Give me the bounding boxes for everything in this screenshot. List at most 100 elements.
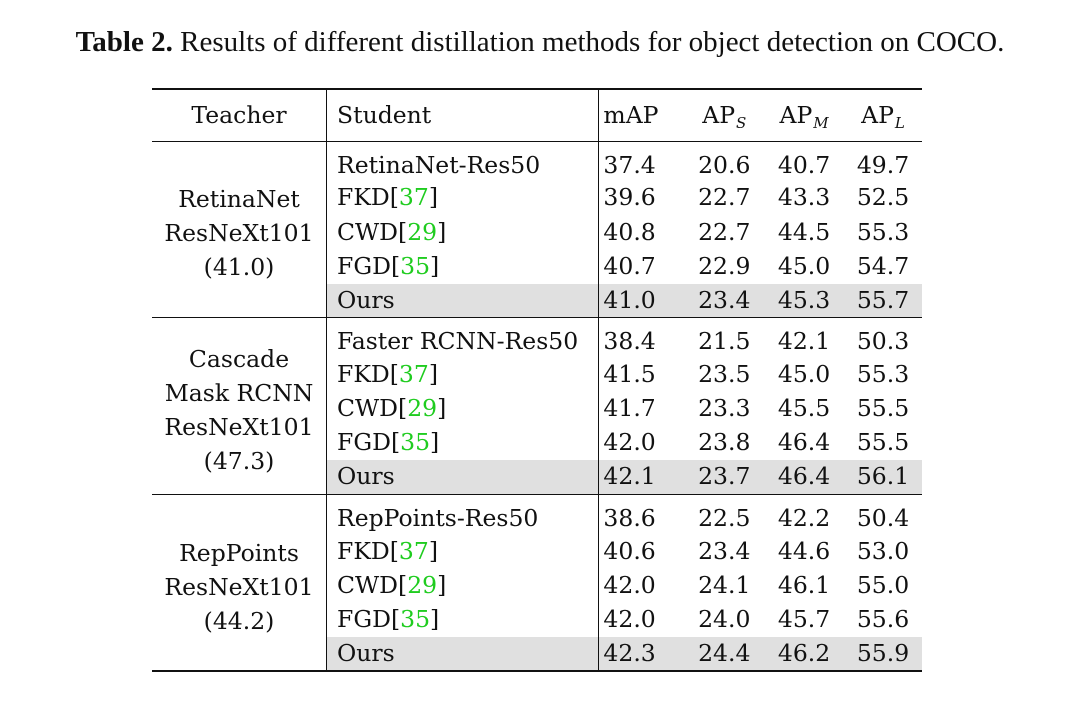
citation-bracket: ] — [430, 251, 440, 280]
table-row: FGD[35] 42.0 24.0 45.7 55.6 — [152, 602, 922, 638]
value-ap-small: 23.4 — [698, 536, 751, 565]
citation-link[interactable]: 35 — [400, 251, 431, 280]
value-ap-large: 50.3 — [856, 327, 910, 356]
value-ap-small: 22.7 — [698, 217, 751, 246]
value-ap-medium: 40.7 — [777, 150, 831, 179]
value-ap-small: 23.8 — [698, 428, 751, 457]
citation-link[interactable]: 29 — [407, 217, 438, 246]
student-name: CWD[ — [337, 217, 408, 246]
value-ap-small: 23.7 — [684, 460, 765, 495]
value-ap-medium: 45.0 — [777, 360, 831, 389]
header-map: mAP — [603, 100, 659, 129]
teacher-line: (41.0) — [203, 253, 275, 282]
value-map: 42.1 — [598, 460, 685, 495]
student-name: Ours — [337, 285, 395, 314]
table-group: Cascade Mask RCNN ResNeXt101 (47.3) Faster R… — [152, 317, 922, 495]
table-row: FGD[35] 42.0 23.8 46.4 55.5 — [152, 426, 922, 461]
value-ap-medium: 45.7 — [777, 605, 831, 634]
table-row: FGD[35] 40.7 22.9 45.0 54.7 — [152, 249, 922, 284]
value-ap-large: 55.6 — [856, 605, 910, 634]
value-ap-medium: 46.1 — [777, 571, 831, 600]
value-map: 42.0 — [603, 428, 656, 457]
student-name: FKD[ — [337, 360, 399, 389]
value-ap-small: 23.3 — [698, 394, 751, 423]
citation-link[interactable]: 35 — [400, 605, 431, 634]
student-cell: Ours — [326, 460, 600, 495]
citation-link[interactable]: 35 — [400, 428, 431, 457]
citation-bracket: ] — [428, 360, 438, 389]
student-cell: Ours — [326, 283, 600, 318]
student-name: CWD[ — [337, 571, 408, 600]
value-ap-large: 55.5 — [856, 394, 910, 423]
citation-link[interactable]: 37 — [398, 360, 429, 389]
citation-link[interactable]: 37 — [398, 183, 429, 212]
student-cell: CWD[29] — [326, 215, 600, 250]
table-row-highlighted: Ours 41.0 23.4 45.3 55.7 — [152, 283, 922, 318]
citation-link[interactable]: 37 — [398, 536, 429, 565]
citation-bracket: ] — [428, 536, 438, 565]
table-row: RetinaNet ResNeXt101 (41.0) RetinaNet-Res50… — [152, 141, 922, 318]
header-ap-small: APS — [684, 89, 764, 141]
caption-label: Table 2. — [75, 26, 173, 58]
value-ap-large: 54.7 — [856, 251, 910, 280]
student-cell: RepPoints-Res50 — [326, 494, 600, 535]
value-map: 38.4 — [603, 327, 656, 356]
student-cell: CWD[29] — [326, 391, 600, 427]
value-ap-small: 23.4 — [684, 283, 765, 318]
value-ap-large: 49.7 — [856, 150, 910, 179]
value-map: 40.7 — [603, 251, 656, 280]
header-student: Student — [326, 89, 600, 141]
teacher-cell: RepPoints ResNeXt101 (44.2) — [152, 494, 328, 672]
citation-link[interactable]: 29 — [407, 394, 438, 423]
value-ap-large: 56.1 — [843, 460, 922, 495]
value-ap-small: 24.4 — [684, 637, 765, 672]
table-row: Cascade Mask RCNN ResNeXt101 (47.3) Faster R… — [152, 317, 922, 495]
student-cell: FKD[37] — [326, 181, 600, 216]
student-cell: CWD[29] — [326, 568, 600, 603]
student-name: CWD[ — [337, 394, 408, 423]
table-group: RetinaNet ResNeXt101 (41.0) RetinaNet-Res50… — [152, 141, 922, 318]
results-table: Teacher Student mAP APS APM APL RetinaNe… — [152, 88, 922, 672]
value-ap-medium: 46.2 — [764, 637, 844, 672]
header-ap-small-base: AP — [702, 100, 736, 129]
value-ap-medium: 44.6 — [777, 536, 831, 565]
citation-link[interactable]: 29 — [407, 571, 438, 600]
value-map: 42.3 — [598, 637, 685, 672]
value-ap-small: 20.6 — [698, 150, 751, 179]
header-ap-medium-sub: M — [813, 113, 829, 132]
value-map: 39.6 — [603, 183, 656, 212]
value-ap-medium: 43.3 — [777, 183, 831, 212]
value-ap-medium: 46.4 — [777, 428, 831, 457]
table-row-highlighted: Ours 42.1 23.7 46.4 56.1 — [152, 460, 922, 495]
value-map: 41.0 — [598, 283, 685, 318]
teacher-line: RetinaNet — [178, 185, 300, 214]
value-ap-medium: 45.3 — [764, 283, 844, 318]
table-row: RepPoints ResNeXt101 (44.2) RepPoints-Res50… — [152, 494, 922, 672]
header-ap-large-base: AP — [861, 100, 894, 129]
citation-bracket: ] — [437, 571, 447, 600]
student-name: Faster RCNN-Res50 — [337, 327, 579, 356]
value-ap-medium: 46.4 — [764, 460, 844, 495]
student-name: Ours — [337, 462, 395, 491]
citation-bracket: ] — [430, 428, 440, 457]
teacher-line: ResNeXt101 — [164, 572, 314, 601]
student-name: FGD[ — [337, 605, 401, 634]
citation-bracket: ] — [430, 605, 440, 634]
header-ap-large-sub: L — [894, 113, 905, 132]
value-ap-small: 24.0 — [698, 605, 751, 634]
table-caption: Table 2. Results of different distillati… — [0, 26, 1080, 59]
table-group: RepPoints ResNeXt101 (44.2) RepPoints-Res50… — [152, 494, 922, 672]
student-name: Ours — [337, 638, 395, 667]
student-name: FGD[ — [337, 251, 401, 280]
value-ap-medium: 42.1 — [777, 327, 831, 356]
value-ap-small: 22.7 — [698, 183, 751, 212]
student-cell: FKD[37] — [326, 357, 600, 392]
value-ap-small: 23.5 — [698, 360, 751, 389]
table-header: Teacher Student mAP APS APM APL — [152, 89, 922, 141]
value-ap-large: 55.7 — [843, 283, 922, 318]
student-cell: FKD[37] — [326, 534, 600, 569]
teacher-line: RepPoints — [179, 538, 299, 567]
student-name: FKD[ — [337, 183, 399, 212]
header-row: Teacher Student mAP APS APM APL — [152, 89, 922, 141]
value-map: 41.7 — [603, 394, 656, 423]
